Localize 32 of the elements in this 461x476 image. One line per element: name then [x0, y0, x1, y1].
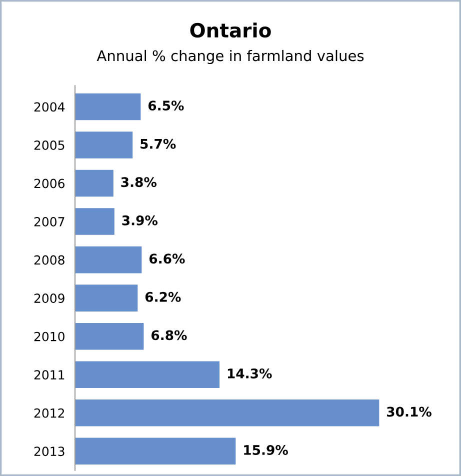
data-label: 6.5%: [148, 100, 184, 111]
chart-title: Ontario: [190, 22, 271, 38]
data-label: 3.9%: [122, 215, 158, 226]
bar: [75, 322, 144, 350]
bar: [75, 93, 141, 120]
y-tick-label: 2008: [34, 255, 64, 265]
data-label: 14.3%: [228, 368, 272, 378]
bar: [75, 438, 236, 465]
data-label: 15.9%: [244, 445, 288, 455]
data-label: 3.8%: [121, 177, 157, 188]
data-label: 6.8%: [151, 330, 187, 340]
chart-subtitle: Annual % change in farmland values: [96, 50, 364, 64]
y-tick-label: 2005: [34, 140, 64, 150]
y-tick-label: 2009: [34, 294, 64, 303]
bar: [75, 284, 138, 312]
bar: [75, 208, 114, 235]
bar: [75, 170, 114, 197]
bar: [75, 361, 220, 388]
y-tick-label: 2007: [34, 217, 64, 226]
bar: [75, 399, 380, 426]
y-tick-label: 2013: [34, 446, 64, 456]
y-tick-label: 2012: [34, 408, 64, 418]
y-tick-label: 2004: [34, 102, 65, 112]
y-tick-label: 2006: [34, 178, 64, 188]
y-tick-label: 2010: [34, 332, 64, 342]
data-label: 5.7%: [140, 138, 176, 149]
bar: [75, 132, 133, 158]
data-label: 6.2%: [145, 292, 181, 302]
data-label: 6.6%: [149, 254, 185, 264]
data-label: 30.1%: [386, 406, 432, 417]
bar: [75, 246, 142, 274]
y-tick-label: 2011: [34, 370, 64, 380]
